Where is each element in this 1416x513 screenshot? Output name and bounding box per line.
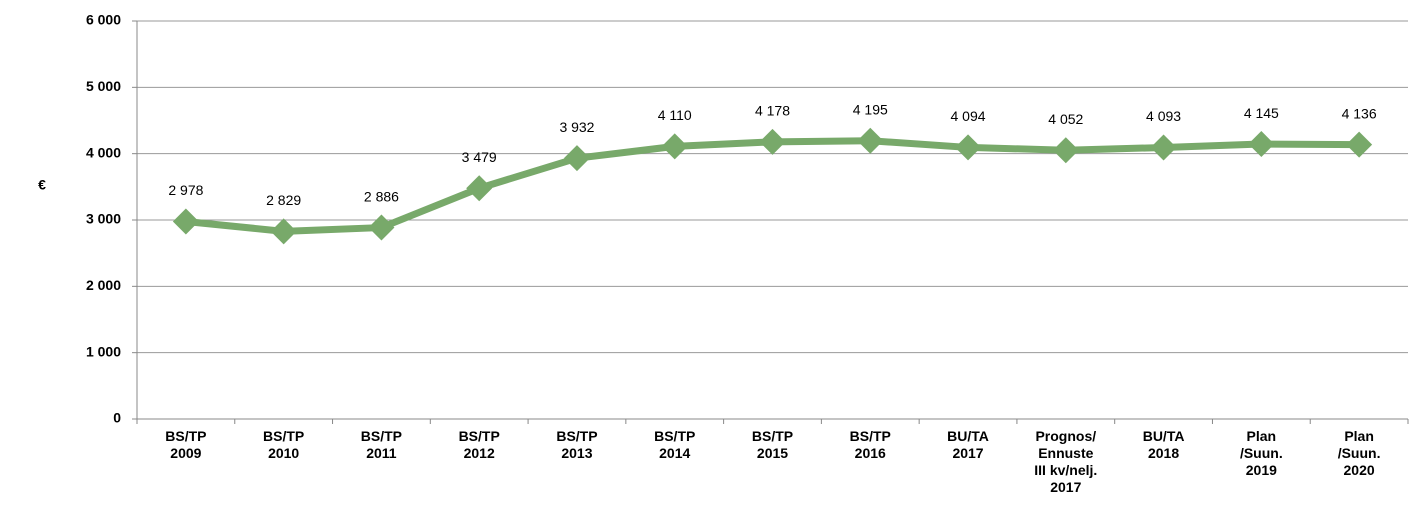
value-label: 4 195 (853, 101, 888, 117)
value-label: 4 094 (951, 108, 986, 124)
data-point (270, 218, 297, 245)
x-tick-label: Prognos/ Ennuste III kv/nelj. 2017 (1034, 428, 1098, 495)
x-tick-label: BS/TP 2013 (556, 428, 598, 461)
value-label: 3 932 (559, 119, 594, 135)
data-point (1248, 131, 1275, 158)
data-point (661, 133, 688, 160)
y-tick-label: 6 000 (86, 12, 121, 28)
y-tick-label: 2 000 (86, 277, 121, 293)
data-point (563, 145, 590, 172)
x-tick-label: BS/TP 2011 (360, 428, 403, 461)
data-point (368, 214, 395, 241)
value-label: 4 136 (1342, 105, 1377, 121)
data-point (1346, 131, 1373, 158)
data-point (1150, 134, 1177, 161)
y-tick-label: 0 (113, 410, 121, 426)
value-label: 4 178 (755, 103, 790, 119)
data-point (857, 127, 884, 154)
x-tick-label: BS/TP 2009 (165, 428, 207, 461)
data-point (1052, 137, 1079, 164)
x-tick-label: BU/TA 2017 (947, 428, 989, 461)
value-label: 2 886 (364, 188, 399, 204)
x-tick-label: Plan /Suun. 2020 (1337, 428, 1381, 478)
value-label: 3 479 (462, 149, 497, 165)
data-point (172, 208, 199, 235)
x-tick-label: BS/TP 2014 (654, 428, 696, 461)
data-point (955, 134, 982, 161)
y-axis-label: € (38, 177, 46, 193)
value-label: 4 052 (1048, 111, 1083, 127)
y-tick-label: 4 000 (86, 144, 121, 160)
value-label: 4 093 (1146, 108, 1181, 124)
x-tick-label: BS/TP 2010 (263, 428, 305, 461)
value-label: 2 829 (266, 192, 301, 208)
x-tick-label: Plan /Suun. 2019 (1239, 428, 1283, 478)
x-tick-label: BU/TA 2018 (1142, 428, 1185, 461)
x-tick-label: BS/TP 2015 (751, 428, 794, 461)
value-label: 4 110 (658, 107, 692, 123)
x-tick-label: BS/TP 2016 (849, 428, 891, 461)
x-tick-label: BS/TP 2012 (458, 428, 500, 461)
y-tick-label: 3 000 (86, 211, 121, 227)
y-tick-label: 1 000 (86, 343, 121, 359)
y-tick-label: 5 000 (86, 78, 121, 94)
data-point (759, 128, 786, 155)
value-label: 2 978 (168, 182, 203, 198)
value-label: 4 145 (1244, 105, 1279, 121)
data-point (466, 175, 493, 202)
